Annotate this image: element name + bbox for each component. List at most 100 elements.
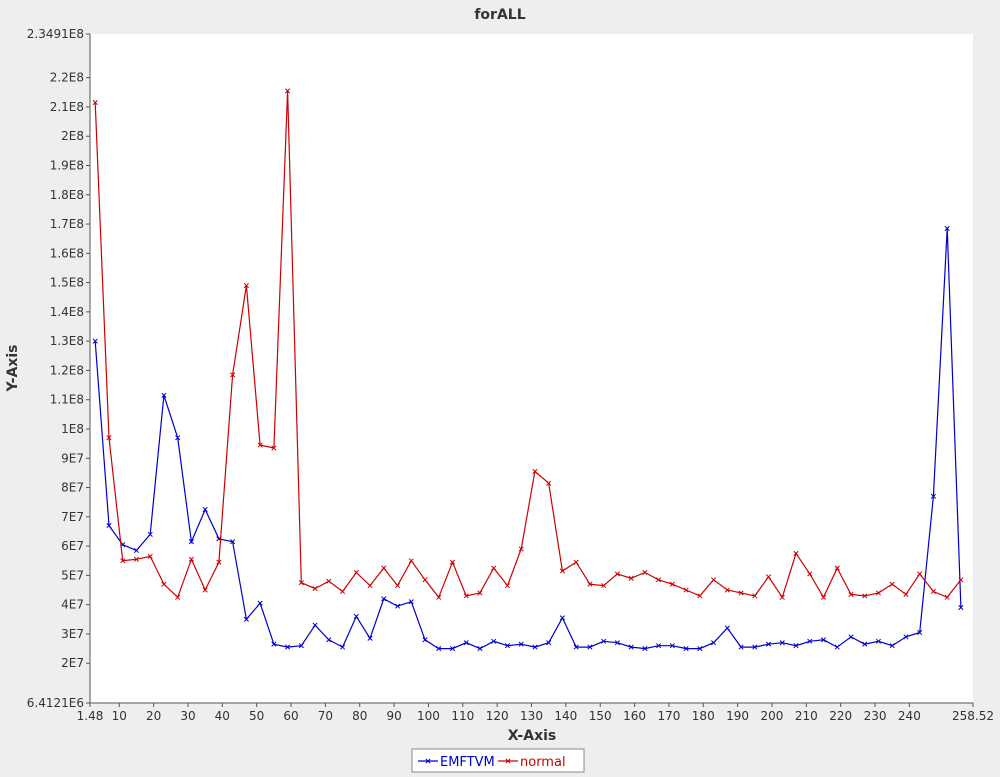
- data-point: [188, 556, 194, 562]
- data-point: [271, 641, 277, 647]
- data-point: [518, 546, 524, 552]
- x-tick-label: 80: [352, 709, 367, 723]
- data-point: [614, 640, 620, 646]
- data-point: [436, 646, 442, 652]
- data-point: [573, 644, 579, 650]
- y-tick-label: 2E7: [61, 656, 84, 670]
- data-point: [257, 442, 263, 448]
- data-point: [724, 587, 730, 593]
- x-tick-label: 180: [692, 709, 715, 723]
- y-tick-label: 1.2E8: [50, 363, 84, 377]
- y-tick-label: 2E8: [61, 129, 84, 143]
- y-tick-label: 1.1E8: [50, 393, 84, 407]
- data-point: [477, 590, 483, 596]
- data-point: [463, 640, 469, 646]
- x-tick-label: 50: [249, 709, 264, 723]
- data-point: [422, 637, 428, 643]
- data-point: [449, 646, 456, 652]
- data-point: [133, 556, 139, 562]
- data-point: [848, 634, 854, 640]
- data-point: [656, 577, 662, 583]
- data-point: [491, 565, 497, 571]
- y-tick-label: 1.7E8: [50, 217, 84, 231]
- data-point: [683, 587, 689, 593]
- data-point: [161, 581, 167, 587]
- data-point: [147, 553, 153, 559]
- plot-area: [90, 34, 973, 703]
- data-point: [711, 577, 717, 583]
- data-point: [408, 599, 414, 605]
- data-point: [711, 640, 717, 646]
- x-tick-label: 170: [657, 709, 680, 723]
- data-point: [408, 558, 414, 564]
- data-point: [518, 641, 524, 647]
- data-point: [587, 581, 593, 587]
- x-axis-title: X-Axis: [508, 728, 556, 744]
- series-line-emftvm: [94, 228, 962, 650]
- data-point: [944, 594, 950, 600]
- data-point: [367, 635, 373, 641]
- data-point: [642, 646, 648, 652]
- data-point: [381, 565, 387, 571]
- data-point: [601, 583, 607, 589]
- data-point: [834, 644, 840, 650]
- data-point: [587, 644, 593, 650]
- data-point: [340, 644, 346, 650]
- data-point: [820, 637, 827, 643]
- data-point: [889, 581, 895, 587]
- data-point: [532, 468, 538, 474]
- data-point: [161, 392, 167, 398]
- data-point: [312, 622, 318, 628]
- data-point: [573, 559, 579, 565]
- y-tick-label: 1.4E8: [50, 305, 84, 319]
- data-point: [903, 591, 909, 597]
- data-point: [394, 603, 401, 609]
- data-point: [738, 644, 744, 650]
- x-tick-label: 210: [795, 709, 818, 723]
- data-point: [477, 646, 483, 652]
- data-point: [697, 593, 703, 599]
- y-tick-label: 4E7: [61, 598, 84, 612]
- data-point: [779, 640, 785, 646]
- y-tick-label: 2.2E8: [50, 71, 84, 85]
- x-tick-label: 140: [554, 709, 577, 723]
- data-point: [628, 644, 634, 650]
- data-point: [862, 593, 868, 599]
- data-point: [656, 643, 662, 649]
- x-tick-label: 130: [520, 709, 543, 723]
- x-tick-label: 258.52: [952, 709, 994, 723]
- data-point: [243, 282, 249, 289]
- data-point: [202, 506, 208, 513]
- y-tick-label: 1E8: [61, 422, 84, 436]
- y-tick-label: 1.5E8: [50, 276, 84, 290]
- data-point: [765, 641, 772, 647]
- data-point: [669, 643, 675, 649]
- data-point: [285, 644, 291, 650]
- data-point: [532, 644, 538, 650]
- data-point: [793, 550, 799, 556]
- data-point: [298, 643, 304, 649]
- data-point: [257, 600, 263, 606]
- data-point: [642, 569, 648, 576]
- data-point: [188, 539, 194, 545]
- x-tick-label: 100: [417, 709, 440, 723]
- data-point: [106, 435, 112, 441]
- y-tick-label: 2.1E8: [50, 100, 84, 114]
- data-point: [917, 629, 923, 636]
- data-point: [958, 605, 964, 611]
- data-point: [669, 581, 675, 587]
- data-point: [958, 577, 964, 583]
- x-tick-label: 110: [451, 709, 474, 723]
- x-tick-label: 200: [761, 709, 784, 723]
- x-tick-label: 20: [146, 709, 161, 723]
- data-point: [944, 225, 950, 231]
- data-point: [930, 588, 936, 595]
- data-point: [889, 643, 895, 649]
- legend-marker: [425, 758, 431, 764]
- data-point: [752, 644, 758, 650]
- data-point: [504, 643, 511, 649]
- y-tick-label: 1.6E8: [50, 246, 84, 260]
- data-point: [504, 583, 511, 589]
- x-tick-label: 240: [898, 709, 921, 723]
